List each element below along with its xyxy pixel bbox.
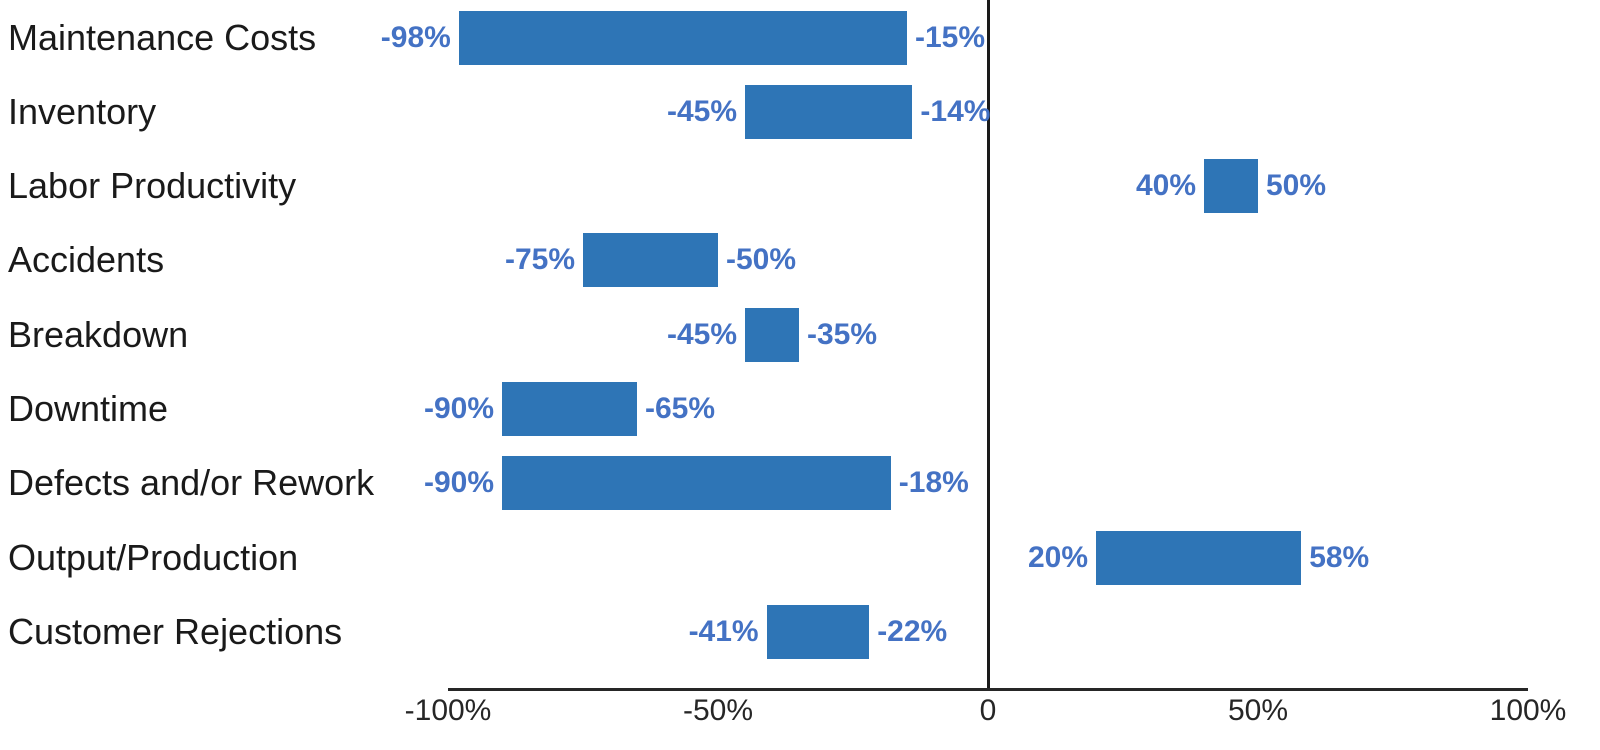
bar-min-label: -90% xyxy=(423,466,494,500)
range-bar xyxy=(1204,159,1258,214)
bar-min-label: 40% xyxy=(1135,169,1196,203)
category-label: Breakdown xyxy=(8,313,189,355)
zero-baseline xyxy=(986,0,990,688)
bar-max-label: -50% xyxy=(726,243,797,277)
category-label: Customer Rejections xyxy=(8,610,343,652)
bar-max-label: 50% xyxy=(1266,169,1327,203)
category-label: Accidents xyxy=(8,239,165,281)
bar-max-label: -65% xyxy=(645,392,716,425)
category-label: Inventory xyxy=(8,90,157,132)
category-label: Defects and/or Rework xyxy=(8,462,375,504)
range-bar xyxy=(583,233,718,288)
x-tick-label: 100% xyxy=(1489,694,1567,727)
bar-min-label: -90% xyxy=(423,392,494,425)
range-bar xyxy=(458,10,907,65)
x-tick-label: 50% xyxy=(1227,694,1289,727)
bar-min-label: 20% xyxy=(1027,540,1088,574)
range-bar xyxy=(745,84,913,139)
bar-max-label: 58% xyxy=(1309,540,1370,574)
bar-max-label: -18% xyxy=(898,466,969,500)
category-label: Downtime xyxy=(8,388,169,429)
bar-min-label: -45% xyxy=(666,94,737,128)
bar-max-label: -22% xyxy=(877,614,948,648)
range-bar xyxy=(502,456,891,511)
bar-max-label: -15% xyxy=(915,20,986,54)
bar-max-label: -14% xyxy=(920,94,991,128)
bar-min-label: -75% xyxy=(504,243,575,277)
category-label: Labor Productivity xyxy=(8,165,297,207)
x-tick-label: -50% xyxy=(682,694,754,727)
category-label: Maintenance Costs xyxy=(8,16,317,58)
x-tick-label: 0 xyxy=(979,694,997,727)
x-tick-label: -100% xyxy=(404,694,492,727)
range-bar xyxy=(745,307,799,362)
range-bar xyxy=(502,382,637,436)
bar-min-label: -98% xyxy=(380,20,451,54)
bar-min-label: -45% xyxy=(666,317,737,351)
bar-min-label: -41% xyxy=(688,614,759,648)
plot-area: -98% -15% -45% -14% 40% 50% -75% -50% -45% -35% -9… xyxy=(381,0,1528,691)
range-bar xyxy=(766,604,870,659)
bar-max-label: -35% xyxy=(807,317,878,351)
category-label: Output/Production xyxy=(8,536,299,578)
range-bar xyxy=(1096,530,1302,585)
x-axis-tick-labels: -100% -50% 0 50% 100% xyxy=(405,694,1567,734)
